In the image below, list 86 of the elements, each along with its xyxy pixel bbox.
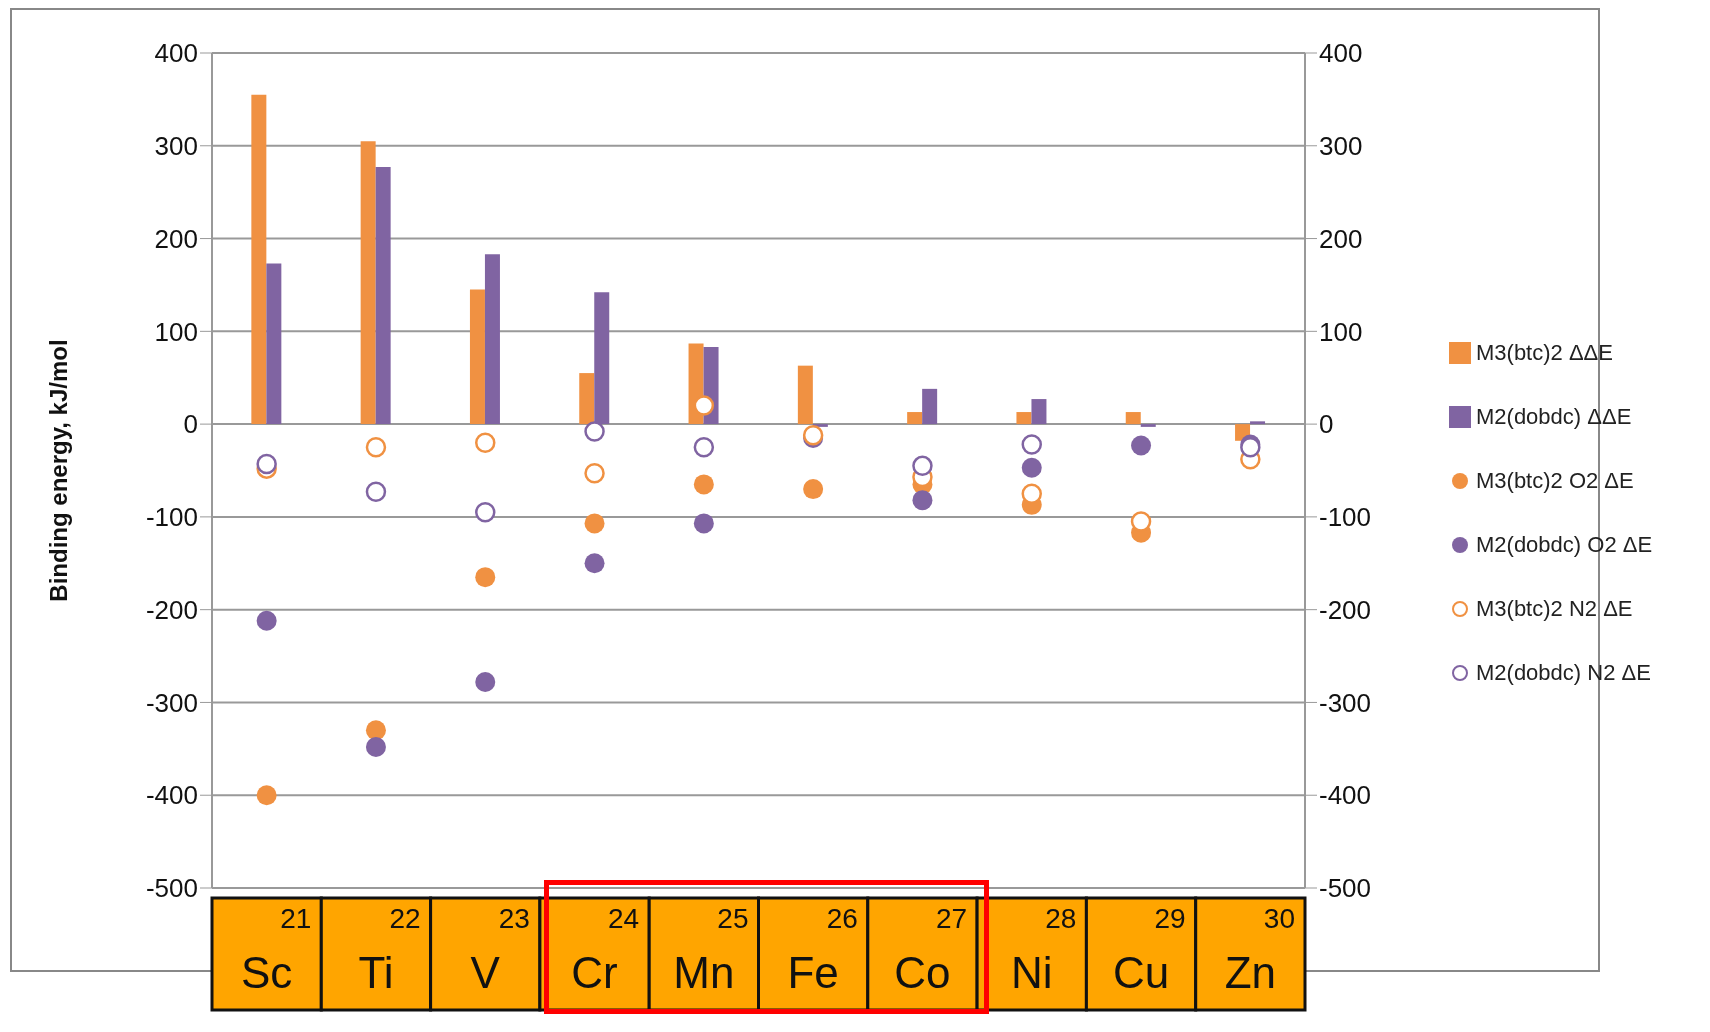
point (365, 720, 386, 741)
point (693, 437, 715, 458)
point (1021, 483, 1042, 504)
x-tick-label: Sc (240, 948, 293, 997)
point (584, 513, 605, 534)
bar (1140, 424, 1156, 427)
bar (579, 373, 595, 425)
y2-tick-label: 0 (1319, 409, 1334, 440)
point (365, 736, 386, 757)
point (365, 481, 387, 503)
y-tick-label: -200 (145, 594, 198, 625)
x-tick-label: V (470, 948, 501, 997)
point (693, 395, 715, 416)
x-tick-label: Co (894, 948, 951, 997)
point (1130, 511, 1152, 532)
point (803, 479, 824, 500)
text: 25 (717, 903, 749, 934)
bar (484, 254, 500, 425)
bar (266, 263, 282, 425)
bar (922, 388, 938, 425)
point (475, 502, 496, 523)
text: 21 (280, 903, 312, 934)
bar (1125, 412, 1141, 425)
y-tick-label: -100 (145, 502, 198, 533)
x-tick-label: Fe (787, 948, 839, 997)
legend-label: M2(dobdc) O2 ΔE (1476, 532, 1653, 558)
text: 23 (498, 903, 530, 934)
legend-label: M2(dobdc) ΔΔE (1476, 404, 1632, 430)
y2-tick-label: 300 (1319, 131, 1363, 162)
point (912, 455, 933, 477)
bar (1016, 412, 1032, 425)
y-tick-label: 200 (154, 223, 198, 254)
y2-tick-label: -500 (1319, 873, 1372, 904)
y2-tick-label: -400 (1319, 780, 1372, 811)
text: 28 (1045, 903, 1077, 934)
text: 29 (1154, 903, 1186, 934)
legend-label: M3(btc)2 ΔΔE (1476, 340, 1613, 366)
x-tick-label: Mn (673, 948, 735, 997)
legend-label: M3(btc)2 O2 ΔE (1476, 468, 1634, 494)
text: 22 (389, 903, 421, 934)
point (475, 567, 496, 588)
point (693, 513, 714, 534)
y-tick-label: 300 (154, 131, 198, 162)
point (693, 474, 714, 495)
legend-label: M3(btc)2 N2 ΔE (1476, 596, 1633, 622)
point (1131, 435, 1152, 456)
point (584, 553, 605, 574)
point (584, 421, 605, 442)
bar (375, 167, 391, 425)
text: 27 (935, 903, 968, 934)
x-tick-label: Ti (358, 948, 394, 997)
point (475, 672, 496, 693)
legend-label: M2(dobdc) N2 ΔE (1476, 660, 1651, 686)
point (256, 785, 277, 806)
y-tick-label: -400 (145, 780, 198, 811)
y2-tick-label: 200 (1319, 223, 1363, 254)
y-tick-label: 100 (154, 316, 198, 347)
text: 24 (608, 903, 640, 934)
point (912, 490, 933, 511)
x-tick-label: Ni (1010, 948, 1053, 997)
bar (469, 289, 485, 425)
y2-tick-label: -300 (1319, 687, 1372, 718)
y-tick-label: -300 (145, 687, 198, 718)
y2-tick-label: 400 (1319, 38, 1363, 69)
point (1021, 457, 1042, 478)
x-tick-label: Zn (1224, 948, 1277, 997)
y2-tick-label: -200 (1319, 594, 1372, 625)
x-tick-label: Cr (571, 948, 618, 997)
y2-tick-label: 100 (1319, 316, 1363, 347)
point (256, 610, 277, 631)
bar (251, 94, 267, 425)
y2-tick-label: -100 (1319, 502, 1372, 533)
y-tick-label: 400 (154, 38, 198, 69)
point (584, 463, 605, 484)
point (256, 453, 277, 475)
y-tick-label: 0 (183, 409, 198, 440)
bar (1250, 421, 1266, 425)
y-tick-label: -500 (145, 873, 198, 904)
point (1021, 434, 1042, 455)
bar (360, 141, 376, 425)
bar (1031, 399, 1047, 425)
text: 26 (826, 903, 858, 934)
y-axis-title: Binding energy, kJ/mol (44, 339, 72, 602)
x-tick-label: Cu (1112, 948, 1170, 997)
text: 30 (1263, 903, 1295, 934)
bar (907, 412, 923, 425)
